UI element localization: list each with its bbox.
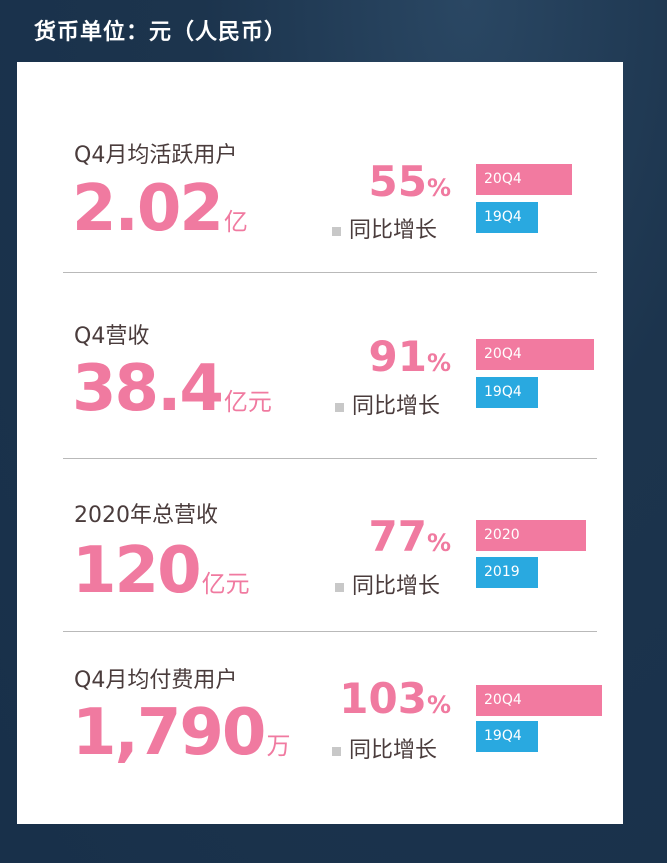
growth-percent: 77%: [369, 512, 452, 561]
growth-number: 77: [368, 512, 427, 561]
growth-percent: 103%: [339, 674, 451, 723]
metric-number: 120: [72, 534, 202, 608]
bar-previous: 2019: [476, 557, 538, 588]
page-title: 货币单位：元（人民币）: [34, 20, 288, 45]
bar-previous: 19Q4: [476, 202, 538, 233]
growth-suffix: %: [426, 349, 451, 377]
growth-number: 103: [339, 674, 427, 723]
legend-square-icon: [335, 582, 344, 592]
metric-label: Q4月均付费用户: [74, 668, 238, 693]
metric-value: 2.02亿: [72, 172, 248, 246]
metric-value: 120亿元: [72, 534, 250, 608]
divider: [63, 631, 597, 632]
bar-label: 20Q4: [484, 171, 522, 187]
bar-label: 19Q4: [484, 728, 522, 744]
yoy-text: 同比增长: [352, 574, 441, 599]
metric-number: 1,790: [72, 696, 266, 770]
metric-unit: 亿元: [223, 388, 272, 416]
bar-current: 20Q4: [476, 685, 602, 716]
growth-percent: 91%: [369, 332, 452, 381]
bar-label: 2019: [484, 564, 520, 580]
growth-number: 55: [368, 157, 427, 206]
bar-label: 20Q4: [484, 346, 522, 362]
yoy-text: 同比增长: [352, 394, 441, 419]
yoy-text: 同比增长: [349, 218, 438, 243]
growth-suffix: %: [426, 691, 451, 719]
metric-label: Q4营收: [74, 324, 150, 349]
divider: [63, 272, 597, 273]
metric-label: Q4月均活跃用户: [74, 143, 238, 168]
metric-unit: 亿元: [201, 570, 250, 598]
divider: [63, 458, 597, 459]
bar-previous: 19Q4: [476, 721, 538, 752]
growth-suffix: %: [426, 529, 451, 557]
metrics-card: Q4月均活跃用户 2.02亿 55% 同比增长 20Q4 19Q4 Q4营收 3…: [17, 62, 623, 824]
bar-current: 20Q4: [476, 339, 595, 370]
yoy-label: 同比增长: [335, 388, 440, 420]
legend-square-icon: [332, 746, 341, 756]
yoy-text: 同比增长: [349, 738, 438, 763]
bar-label: 2020: [484, 527, 520, 543]
yoy-label: 同比增长: [332, 212, 437, 244]
metric-value: 1,790万: [72, 696, 290, 770]
metric-unit: 亿: [223, 208, 248, 236]
metric-unit: 万: [266, 732, 291, 760]
growth-percent: 55%: [369, 157, 452, 206]
growth-suffix: %: [426, 174, 451, 202]
metric-label: 2020年总营收: [74, 503, 218, 528]
growth-number: 91: [368, 332, 427, 381]
bar-previous: 19Q4: [476, 377, 538, 408]
bar-label: 20Q4: [484, 692, 522, 708]
yoy-label: 同比增长: [335, 568, 440, 600]
metric-number: 38.4: [72, 352, 224, 426]
bar-label: 19Q4: [484, 209, 522, 225]
bar-current: 20Q4: [476, 164, 573, 195]
metric-number: 2.02: [72, 172, 224, 246]
legend-square-icon: [335, 402, 344, 412]
bar-current: 2020: [476, 520, 586, 551]
yoy-label: 同比增长: [332, 732, 437, 764]
metric-value: 38.4亿元: [72, 352, 272, 426]
bar-label: 19Q4: [484, 384, 522, 400]
legend-square-icon: [332, 226, 341, 236]
